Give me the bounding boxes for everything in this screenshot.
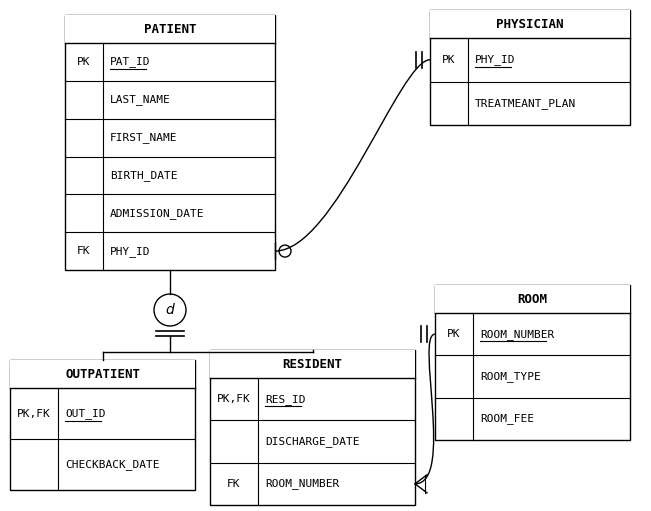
Text: PK,FK: PK,FK <box>217 394 251 404</box>
Text: PK: PK <box>77 57 90 67</box>
Bar <box>10 360 195 490</box>
Text: ROOM_NUMBER: ROOM_NUMBER <box>480 329 554 340</box>
Text: FIRST_NAME: FIRST_NAME <box>110 132 178 143</box>
Text: OUT_ID: OUT_ID <box>65 408 105 419</box>
Text: PHYSICIAN: PHYSICIAN <box>496 17 564 31</box>
Text: CHECKBACK_DATE: CHECKBACK_DATE <box>65 459 159 470</box>
Text: FK: FK <box>77 246 90 256</box>
Bar <box>435 285 630 440</box>
Text: FK: FK <box>227 479 241 489</box>
Bar <box>430 10 630 38</box>
Text: PK: PK <box>442 55 456 65</box>
Bar <box>65 15 275 270</box>
Text: PHY_ID: PHY_ID <box>110 246 150 257</box>
Text: d: d <box>165 303 174 317</box>
Bar <box>210 350 415 378</box>
Text: BIRTH_DATE: BIRTH_DATE <box>110 170 178 181</box>
Text: ADMISSION_DATE: ADMISSION_DATE <box>110 208 204 219</box>
Bar <box>430 10 630 125</box>
Text: RESIDENT: RESIDENT <box>283 358 342 370</box>
Text: PK,FK: PK,FK <box>17 408 51 419</box>
Bar <box>210 350 415 505</box>
Text: ROOM_NUMBER: ROOM_NUMBER <box>265 478 339 490</box>
Text: ROOM: ROOM <box>518 292 547 306</box>
Bar <box>10 360 195 388</box>
Text: DISCHARGE_DATE: DISCHARGE_DATE <box>265 436 359 447</box>
Bar <box>435 285 630 313</box>
Text: LAST_NAME: LAST_NAME <box>110 95 171 105</box>
Bar <box>65 15 275 43</box>
Text: TREATMEANT_PLAN: TREATMEANT_PLAN <box>475 98 576 109</box>
Text: RES_ID: RES_ID <box>265 393 305 405</box>
Text: ROOM_TYPE: ROOM_TYPE <box>480 371 541 382</box>
Text: PHY_ID: PHY_ID <box>475 54 516 65</box>
Text: PAT_ID: PAT_ID <box>110 56 150 67</box>
Text: PATIENT: PATIENT <box>144 22 196 35</box>
Text: ROOM_FEE: ROOM_FEE <box>480 413 534 424</box>
Text: OUTPATIENT: OUTPATIENT <box>65 367 140 381</box>
Text: PK: PK <box>447 329 461 339</box>
